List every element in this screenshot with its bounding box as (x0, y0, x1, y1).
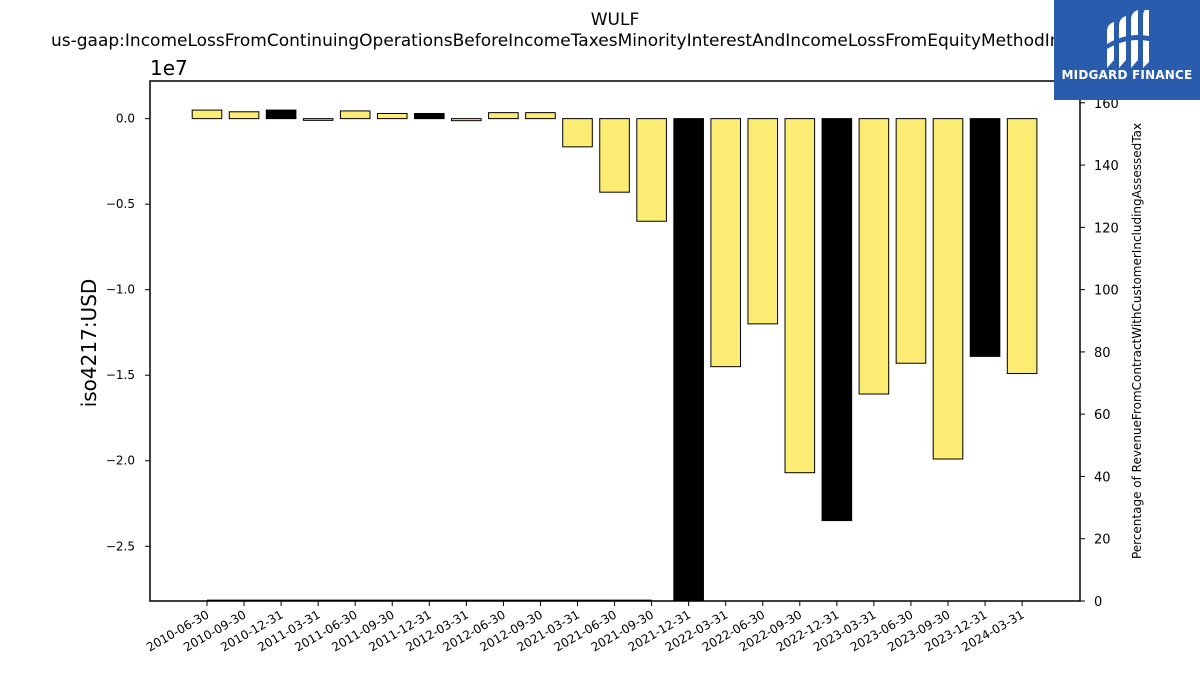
y-tick-label: −1.0 (106, 283, 135, 297)
y2-tick-label: 120 (1094, 221, 1119, 236)
chart-subtitle: us-gaap:IncomeLossFromContinuingOperatio… (51, 31, 1150, 51)
y-offset-label: 1e7 (150, 56, 188, 80)
bar-2011-06-30 (339, 110, 371, 120)
y-tick-label: −2.5 (106, 539, 135, 553)
bar-2022-12-31 (821, 118, 853, 522)
bar-2011-03-31 (302, 118, 334, 121)
y-tick-label: −0.5 (106, 197, 135, 211)
logo-text: MIDGARD FINANCE (1061, 68, 1193, 82)
bar-2012-06-30 (488, 112, 519, 120)
bar-2022-09-30 (784, 118, 816, 474)
bar-2023-09-30 (932, 118, 964, 460)
bar-2021-09-30 (636, 118, 667, 222)
y2-tick-label: 0 (1094, 595, 1102, 610)
bar-2011-12-31 (414, 113, 445, 120)
bar-2010-06-30 (191, 109, 223, 120)
y-tick-label: 0.0 (116, 112, 135, 126)
midgard-finance-logo: MIDGARD FINANCE (1054, 0, 1200, 100)
y2-tick-label: 20 (1094, 533, 1111, 548)
bar-2011-09-30 (376, 113, 408, 120)
x-axis-ticks: 2010-06-302010-09-302010-12-312011-03-31… (144, 601, 1027, 654)
y-tick-label: −2.0 (106, 454, 135, 468)
plot-area (149, 80, 1081, 602)
y2-tick-label: 80 (1094, 346, 1111, 361)
bar-2010-12-31 (265, 109, 297, 120)
y2-tick-label: 160 (1094, 97, 1119, 112)
y2-axis-ticks: 0 20 40 60 80 100 120 140 160 (1080, 97, 1119, 610)
bar-2023-06-30 (895, 118, 927, 364)
bar-2023-03-31 (858, 118, 890, 395)
bar-2021-06-30 (599, 118, 630, 193)
bar-2012-09-30 (525, 112, 556, 120)
bar-2024-03-31 (1006, 118, 1038, 374)
bar-2023-12-31 (969, 118, 1001, 357)
bar-2021-03-31 (562, 118, 593, 148)
y2-tick-label: 40 (1094, 470, 1111, 485)
y-tick-label: −1.5 (106, 368, 135, 382)
chart-title: WULF (591, 10, 640, 30)
bar-2022-06-30 (747, 118, 779, 325)
y2-tick-label: 60 (1094, 408, 1111, 423)
midgard-logo-icon (1107, 10, 1149, 68)
y-axis-label: iso4217:USD (77, 279, 101, 408)
y-axis-ticks: 0.0 −0.5 −1.0 −1.5 −2.0 −2.5 (106, 112, 150, 553)
bar-2022-03-31 (710, 118, 742, 368)
y2-tick-label: 140 (1094, 159, 1119, 174)
y2-tick-label: 100 (1094, 284, 1119, 299)
bar-2010-09-30 (228, 111, 260, 120)
bar-2021-12-31 (673, 118, 704, 602)
y2-axis-label: Percentage of RevenueFromContractWithCus… (1130, 123, 1144, 559)
bar-2012-03-31 (451, 118, 482, 122)
bars-group (191, 109, 1038, 602)
